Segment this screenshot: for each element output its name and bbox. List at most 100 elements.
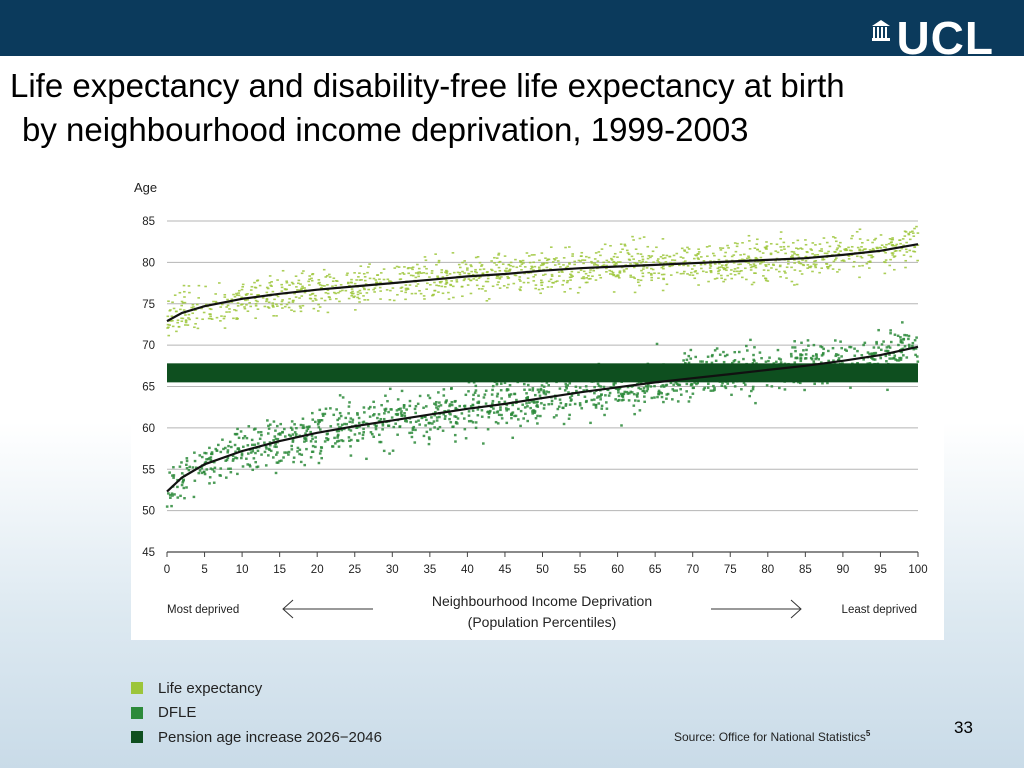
data-point bbox=[180, 472, 184, 475]
data-point bbox=[590, 262, 594, 264]
data-point bbox=[795, 356, 798, 359]
data-point bbox=[641, 260, 645, 263]
data-point bbox=[260, 433, 263, 437]
data-point bbox=[450, 280, 453, 282]
data-point bbox=[280, 290, 284, 292]
x-tick-label: 20 bbox=[311, 564, 324, 576]
data-point bbox=[904, 248, 908, 251]
data-point bbox=[236, 305, 240, 307]
data-point bbox=[888, 237, 892, 240]
data-point bbox=[274, 429, 277, 432]
data-point bbox=[229, 467, 232, 470]
data-point bbox=[251, 450, 255, 453]
data-point bbox=[440, 285, 444, 288]
data-point bbox=[337, 291, 340, 294]
data-point bbox=[853, 354, 857, 357]
data-point bbox=[785, 266, 789, 269]
data-point bbox=[779, 358, 783, 361]
data-point bbox=[378, 433, 381, 437]
data-point bbox=[304, 439, 308, 442]
data-point bbox=[522, 382, 526, 386]
data-point bbox=[904, 266, 907, 269]
data-point bbox=[556, 280, 559, 282]
data-point bbox=[634, 248, 638, 251]
data-point bbox=[338, 394, 342, 397]
data-point bbox=[170, 504, 173, 508]
data-point bbox=[209, 315, 212, 318]
data-point bbox=[787, 260, 790, 262]
data-point bbox=[390, 416, 394, 419]
data-point bbox=[447, 298, 451, 300]
data-point bbox=[665, 283, 669, 286]
data-point bbox=[632, 266, 636, 269]
data-point bbox=[428, 396, 432, 400]
x-tick-label: 0 bbox=[164, 564, 170, 576]
data-point bbox=[908, 345, 911, 349]
x-tick-label: 85 bbox=[799, 564, 812, 576]
data-point bbox=[224, 459, 228, 462]
data-point bbox=[302, 270, 305, 272]
data-point bbox=[305, 447, 308, 451]
data-point bbox=[428, 437, 431, 441]
data-point bbox=[254, 427, 257, 430]
data-point bbox=[337, 429, 341, 433]
data-point bbox=[181, 481, 185, 484]
data-point bbox=[582, 389, 586, 392]
data-point bbox=[324, 276, 328, 278]
data-point bbox=[367, 288, 370, 291]
data-point bbox=[629, 274, 633, 277]
data-point bbox=[491, 269, 494, 272]
data-point bbox=[584, 385, 588, 388]
data-point bbox=[806, 267, 809, 269]
data-point bbox=[319, 449, 323, 453]
data-point bbox=[835, 248, 839, 251]
data-point bbox=[250, 293, 253, 296]
data-point bbox=[752, 263, 756, 265]
data-point bbox=[799, 354, 802, 357]
data-point bbox=[509, 264, 512, 267]
legend-swatch-pension-age bbox=[131, 731, 143, 744]
data-point bbox=[460, 285, 464, 288]
data-point bbox=[448, 273, 452, 275]
data-point bbox=[405, 408, 408, 411]
data-point bbox=[243, 306, 246, 308]
data-point bbox=[301, 285, 304, 288]
data-point bbox=[454, 415, 458, 419]
data-point bbox=[240, 456, 243, 460]
data-point bbox=[224, 446, 227, 450]
data-point bbox=[681, 257, 685, 259]
data-point bbox=[416, 263, 419, 266]
data-point bbox=[674, 381, 678, 384]
data-point bbox=[519, 286, 523, 288]
data-point bbox=[839, 250, 842, 252]
data-point bbox=[235, 294, 239, 296]
data-point bbox=[212, 481, 216, 484]
data-point bbox=[399, 407, 402, 410]
data-point bbox=[490, 260, 493, 262]
data-point bbox=[183, 296, 186, 298]
data-point bbox=[227, 444, 230, 448]
data-point bbox=[435, 416, 439, 419]
data-point bbox=[266, 306, 270, 308]
data-point bbox=[440, 269, 444, 271]
data-point bbox=[641, 389, 645, 393]
data-point bbox=[259, 430, 263, 434]
data-point bbox=[868, 352, 871, 356]
data-point bbox=[281, 431, 284, 434]
data-point bbox=[336, 436, 339, 439]
data-point bbox=[432, 293, 435, 296]
data-point bbox=[281, 269, 285, 272]
data-point bbox=[228, 308, 231, 310]
data-point bbox=[275, 303, 278, 306]
data-point bbox=[843, 348, 847, 351]
y-tick-label: 70 bbox=[142, 340, 155, 352]
legend-label-dfle: DFLE bbox=[158, 704, 197, 722]
data-point bbox=[855, 230, 859, 233]
data-point bbox=[331, 280, 335, 283]
data-point bbox=[723, 385, 727, 388]
data-point bbox=[715, 347, 719, 350]
data-point bbox=[891, 252, 895, 254]
data-point bbox=[362, 272, 366, 275]
data-point bbox=[272, 315, 275, 317]
data-point bbox=[875, 246, 879, 249]
